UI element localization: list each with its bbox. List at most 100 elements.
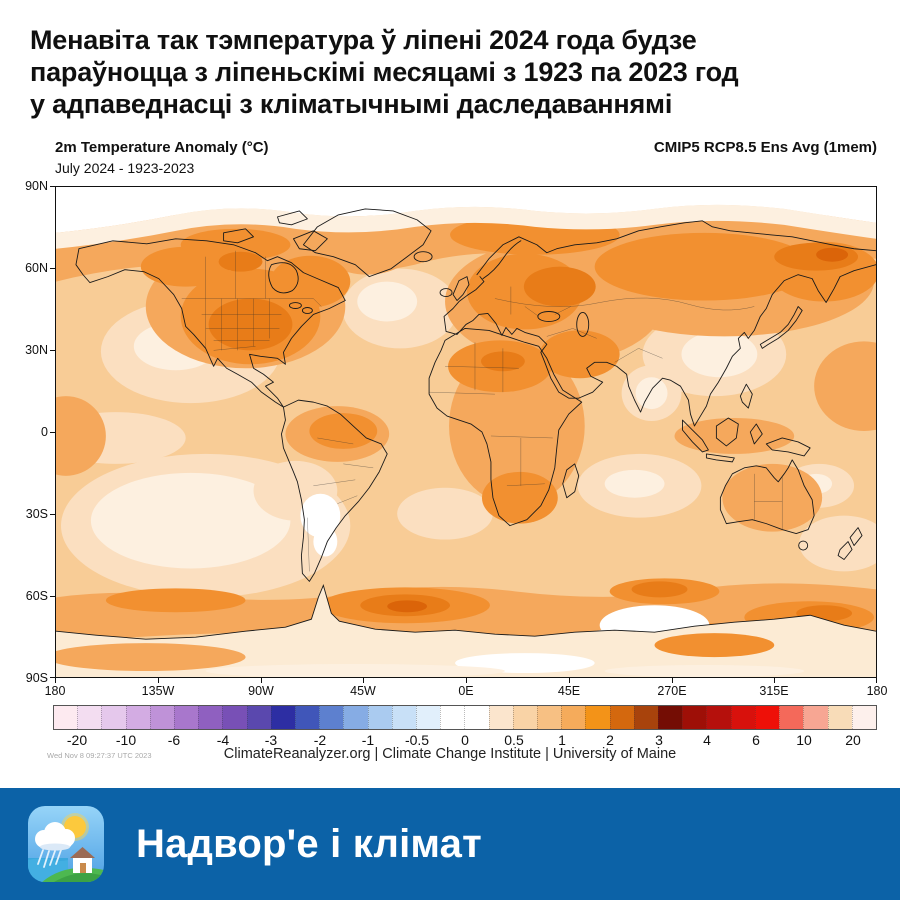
colorbar-label: -0.5: [404, 732, 430, 748]
colorbar-label: 10: [796, 732, 812, 748]
footer: Надвор'е і клімат: [0, 788, 900, 900]
headline-line-2: параўноцца з ліпеньскімі месяцамі з 1923…: [30, 57, 739, 87]
lon-tick: [876, 678, 877, 683]
colorbar-label: -6: [167, 732, 181, 748]
continent-outlines: [75, 208, 876, 582]
weather-app-icon: [28, 806, 104, 882]
lon-tick: [774, 678, 775, 683]
colorbar-cell: [246, 706, 271, 729]
colorbar-label: -10: [115, 732, 137, 748]
polar-no-data-band: [56, 204, 876, 249]
colorbar-cell: [416, 706, 441, 729]
colorbar-cell: [77, 706, 102, 729]
colorbar-cell: [295, 706, 320, 729]
colorbar-cell: [222, 706, 247, 729]
colorbar-cell: [440, 706, 465, 729]
lon-tick-label: 270E: [657, 684, 687, 698]
lon-tick-label: 135W: [141, 684, 175, 698]
rain-icon: [37, 849, 62, 868]
cloud-icon: [35, 822, 75, 851]
lon-tick: [261, 678, 262, 683]
colorbar-label: 0.5: [504, 732, 524, 748]
anomaly-map-plot: [55, 186, 877, 678]
colorbar-label: 4: [703, 732, 711, 748]
colorbar-cell: [537, 706, 562, 729]
lat-tick-label: 30N: [25, 343, 48, 357]
lat-tick: [50, 596, 55, 597]
colorbar-label: -2: [313, 732, 327, 748]
colorbar-cell: [658, 706, 683, 729]
lat-tick-label: 90N: [25, 179, 48, 193]
lat-tick-label: 90S: [25, 671, 48, 685]
colorbar-cell: [827, 706, 852, 729]
colorbar-cell: [682, 706, 707, 729]
chart-title: 2m Temperature Anomaly (°C): [55, 139, 269, 156]
lat-tick: [50, 268, 55, 269]
lat-tick: [50, 677, 55, 678]
colorbar-cell: [633, 706, 659, 729]
lat-tick: [50, 350, 55, 351]
colorbar-cell: [803, 706, 828, 729]
lon-tick-label: 0E: [458, 684, 474, 698]
colorbar-cell: [149, 706, 175, 729]
lon-tick: [363, 678, 364, 683]
world-anomaly-map: [56, 187, 876, 677]
colorbar-cell: [367, 706, 392, 729]
colorbar-label: 20: [845, 732, 861, 748]
anomaly-field: [56, 187, 876, 677]
house-icon: [70, 847, 95, 873]
colorbar-label: 1: [558, 732, 566, 748]
colorbar-label: 0: [461, 732, 469, 748]
colorbar-cell: [851, 706, 876, 729]
colorbar-label: -4: [216, 732, 230, 748]
lon-tick-label: 45E: [557, 684, 581, 698]
chart-subtitle: July 2024 - 1923-2023: [55, 160, 195, 176]
lat-tick-label: 60S: [25, 589, 48, 603]
colorbar-label: 2: [606, 732, 614, 748]
lon-tick: [55, 678, 56, 683]
colorbar-label: -1: [361, 732, 375, 748]
lat-tick: [50, 186, 55, 187]
country-borders: [181, 250, 783, 572]
lat-tick-label: 0: [41, 425, 48, 439]
lon-tick-label: 315E: [759, 684, 789, 698]
lon-tick-label: 180: [866, 684, 888, 698]
lon-tick-label: 45W: [350, 684, 376, 698]
colorbar-cell: [730, 706, 755, 729]
colorbar-cell: [54, 706, 78, 729]
lon-tick-label: 180: [44, 684, 66, 698]
lon-tick: [672, 678, 673, 683]
colorbar-cell: [174, 706, 199, 729]
colorbar-cell: [512, 706, 538, 729]
colorbar-label: -3: [264, 732, 278, 748]
colorbar-cell: [343, 706, 368, 729]
colorbar-cell: [561, 706, 586, 729]
headline-line-1: Менавіта так тэмпература ў ліпені 2024 г…: [30, 25, 697, 55]
colorbar-cell: [585, 706, 610, 729]
antarctica: [56, 584, 876, 677]
colorbar: [53, 705, 877, 730]
lon-tick: [466, 678, 467, 683]
headline: Менавіта так тэмпература ў ліпені 2024 г…: [30, 24, 739, 120]
colorbar-cell: [706, 706, 731, 729]
colorbar-cell: [464, 706, 489, 729]
lat-tick: [50, 514, 55, 515]
colorbar-cell: [488, 706, 513, 729]
lon-tick: [569, 678, 570, 683]
colorbar-cell: [270, 706, 296, 729]
colorbar-cell: [101, 706, 126, 729]
chart-model-label: CMIP5 RCP8.5 Ens Avg (1mem): [653, 139, 877, 156]
lat-tick: [50, 432, 55, 433]
colorbar-cell: [198, 706, 223, 729]
lat-tick-label: 60N: [25, 261, 48, 275]
colorbar-label: 6: [752, 732, 760, 748]
lon-tick-label: 90W: [248, 684, 274, 698]
colorbar-label: -20: [66, 732, 88, 748]
channel-title: Надвор'е і клімат: [136, 821, 482, 866]
headline-line-3: у адпаведнасці з кліматычнымі даследаван…: [30, 89, 673, 119]
attribution: ClimateReanalyzer.org | Climate Change I…: [223, 746, 677, 762]
lat-tick-label: 30S: [25, 507, 48, 521]
colorbar-cell: [779, 706, 804, 729]
colorbar-cell: [319, 706, 344, 729]
